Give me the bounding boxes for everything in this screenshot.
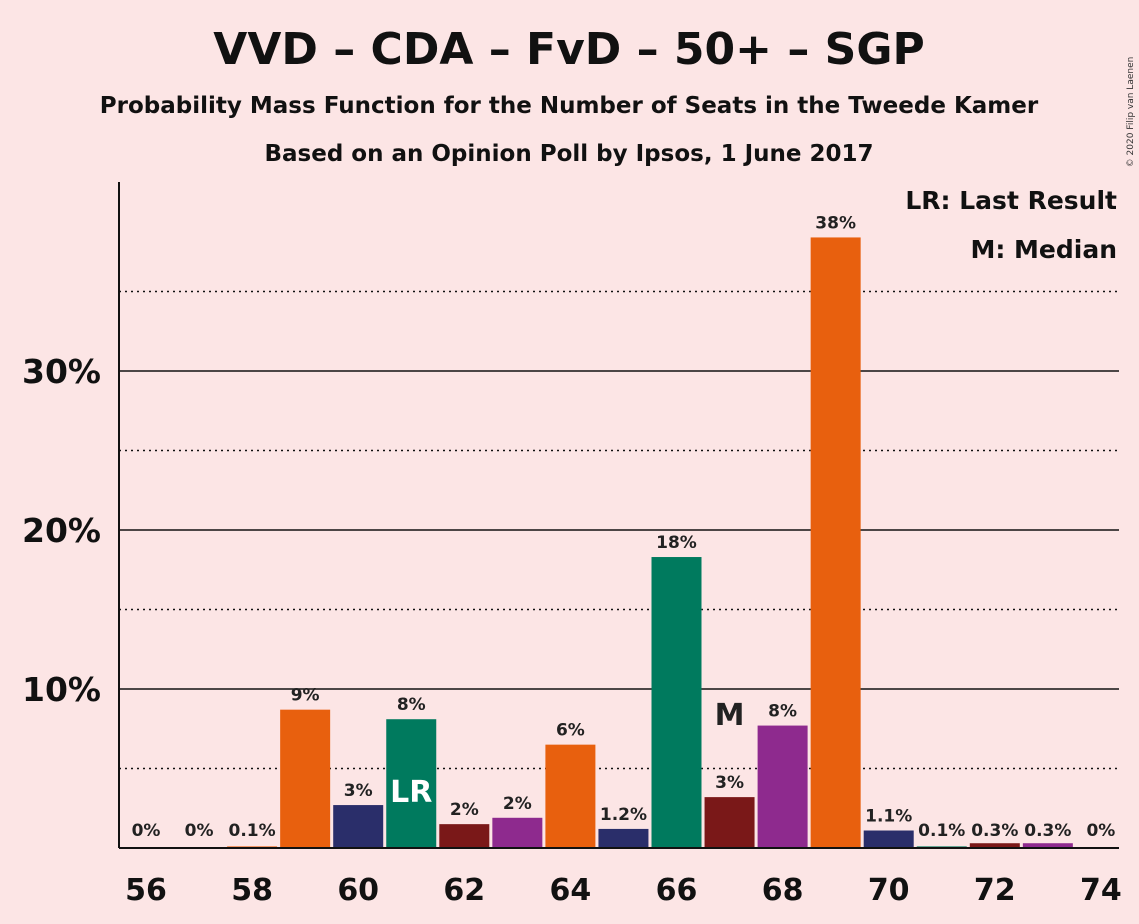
bar-label-seats-62: 2% (450, 800, 479, 820)
bar-seats-65 (598, 828, 649, 848)
x-tick-label: 58 (231, 873, 273, 908)
bar-label-seats-67: 3% (715, 773, 744, 793)
bar-seats-64 (545, 744, 596, 848)
x-tick-label: 66 (656, 873, 698, 908)
chart-subtitle-source: Based on an Opinion Poll by Ipsos, 1 Jun… (264, 141, 873, 167)
x-axis-ticks: 56 58 60 62 64 66 68 70 72 74 (125, 873, 1122, 908)
last-result-marker: LR (390, 775, 432, 810)
bar-seats-61 (386, 719, 437, 848)
y-tick-label: 30% (22, 352, 101, 391)
bar-label-seats-60: 3% (344, 781, 373, 801)
bar-label-seats-58: 0.1% (229, 821, 276, 841)
x-tick-label: 68 (762, 873, 804, 908)
bar-label-seats-56: 0% (132, 821, 161, 841)
bar-label-seats-68: 8% (768, 702, 797, 722)
bar-seats-70 (863, 830, 914, 848)
bar-seats-67 (704, 797, 755, 848)
x-tick-label: 72 (974, 873, 1016, 908)
x-tick-label: 56 (125, 873, 167, 908)
chart-title: VVD – CDA – FvD – 50+ – SGP (213, 24, 924, 75)
bar-seats-66 (651, 557, 702, 848)
bar-label-seats-65: 1.2% (600, 805, 647, 825)
x-tick-label: 74 (1080, 873, 1122, 908)
bar-label-seats-71: 0.1% (918, 821, 965, 841)
x-tick-label: 64 (550, 873, 592, 908)
x-tick-label: 60 (337, 873, 379, 908)
copyright-note: © 2020 Filip van Laenen (1126, 57, 1136, 168)
bar-seats-60 (333, 805, 384, 848)
bar-seats-63 (492, 817, 543, 848)
bar-seats-69 (810, 237, 861, 848)
bar-label-seats-69: 38% (815, 213, 856, 233)
x-tick-label: 62 (443, 873, 485, 908)
bar-label-seats-72: 0.3% (971, 821, 1018, 841)
bar-seats-59 (280, 709, 331, 848)
bar-seats-72 (969, 843, 1020, 848)
bar-label-seats-63: 2% (503, 794, 532, 814)
bar-label-seats-64: 6% (556, 721, 585, 741)
bar-label-seats-59: 9% (291, 686, 320, 706)
y-tick-label: 20% (22, 511, 101, 550)
y-tick-label: 10% (22, 670, 101, 709)
bar-label-seats-70: 1.1% (865, 807, 912, 827)
bar-seats-73 (1022, 843, 1073, 848)
lr-median-markers: LR M (390, 698, 744, 810)
bar-label-seats-66: 18% (656, 533, 697, 553)
bar-label-seats-61: 8% (397, 695, 426, 715)
grid-lines (119, 290, 1119, 770)
bar-value-labels: 0% 0% 0.1% 9% 3% 8% 2% 2% 6% 1.2% 18% 3% 8% 38% 1.1% 0.… (132, 213, 1116, 841)
bar-label-seats-74: 0% (1086, 821, 1115, 841)
x-tick-label: 70 (868, 873, 910, 908)
median-marker: M (715, 698, 745, 733)
chart-subtitle: Probability Mass Function for the Number… (100, 93, 1039, 119)
y-axis-ticks: 10% 20% 30% (22, 352, 101, 709)
bar-label-seats-57: 0% (185, 821, 214, 841)
bar-seats-68 (757, 725, 808, 848)
bar-label-seats-73: 0.3% (1024, 821, 1071, 841)
bars (227, 237, 1073, 848)
bar-seats-62 (439, 824, 490, 848)
legend-median: M: Median (970, 235, 1117, 264)
legend-last-result: LR: Last Result (905, 186, 1117, 215)
